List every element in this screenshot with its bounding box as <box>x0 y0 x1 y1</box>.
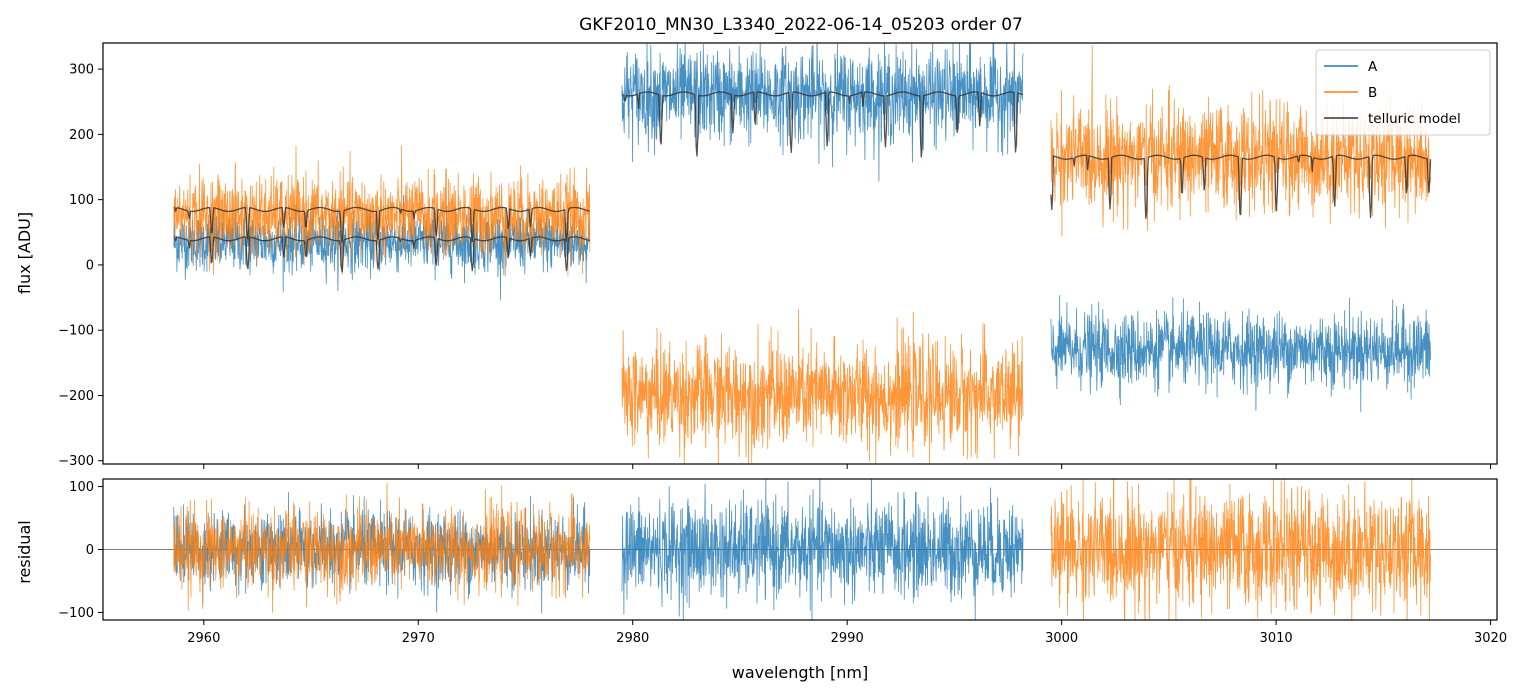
top-y-axis-label: flux [ADU] <box>15 212 34 294</box>
x-tick-label: 2980 <box>616 631 649 646</box>
y-tick-label: −300 <box>58 454 94 469</box>
top-panel: 300 200 100 0 −100 −200 −300 flux [ADU] A B te… <box>15 42 1498 469</box>
top-plot-area <box>173 43 1432 464</box>
y-tick-label: 0 <box>86 543 94 558</box>
series-b-line <box>1050 45 1431 237</box>
x-tick-label: 2970 <box>402 631 435 646</box>
y-tick-label: 100 <box>69 480 94 495</box>
top-y-axis: 300 200 100 0 −100 −200 −300 <box>58 63 103 469</box>
x-tick-label: 2960 <box>187 631 220 646</box>
series-b-line <box>173 145 591 277</box>
y-tick-label: −100 <box>58 606 94 621</box>
x-tick-label: 3000 <box>1045 631 1078 646</box>
x-axis-label: wavelength [nm] <box>732 663 869 682</box>
chart-title: GKF2010_MN30_L3340_2022-06-14_05203 orde… <box>579 15 1023 35</box>
legend-label-a: A <box>1368 59 1378 75</box>
x-tick-label: 3020 <box>1474 631 1507 646</box>
y-tick-label: −200 <box>58 389 94 404</box>
series-a-line <box>173 194 591 301</box>
legend: A B telluric model <box>1315 49 1491 136</box>
series-b-line <box>173 482 591 613</box>
series-a-line <box>1050 295 1431 413</box>
telluric-model-line <box>173 206 590 244</box>
y-tick-label: 300 <box>69 63 94 78</box>
top-x-axis <box>203 464 1492 469</box>
y-tick-label: 100 <box>69 193 94 208</box>
series-b-line <box>1050 479 1431 620</box>
series-a-line <box>621 43 1024 182</box>
x-tick-label: 2990 <box>831 631 864 646</box>
y-tick-label: 0 <box>86 258 94 273</box>
legend-label-telluric: telluric model <box>1368 111 1461 127</box>
bottom-plot-area <box>103 479 1497 620</box>
series-b-line <box>621 308 1024 464</box>
bottom-y-axis-label: residual <box>15 520 34 583</box>
telluric-model-line <box>621 91 1024 158</box>
bottom-panel: 100 0 −100 2960 2970 2980 2990 3000 3010 3020 re… <box>15 478 1507 682</box>
legend-box <box>1315 49 1491 136</box>
telluric-model-line <box>173 236 590 273</box>
x-tick-label: 3010 <box>1260 631 1293 646</box>
bottom-x-axis: 2960 2970 2980 2990 3000 3010 3020 <box>187 620 1507 646</box>
legend-label-b: B <box>1368 85 1377 101</box>
y-tick-label: −100 <box>58 324 94 339</box>
y-tick-label: 200 <box>69 128 94 143</box>
bottom-y-axis: 100 0 −100 <box>58 480 103 621</box>
top-axes-frame <box>102 42 1498 465</box>
telluric-model-line <box>1050 154 1432 220</box>
series-a-line <box>621 479 1024 620</box>
